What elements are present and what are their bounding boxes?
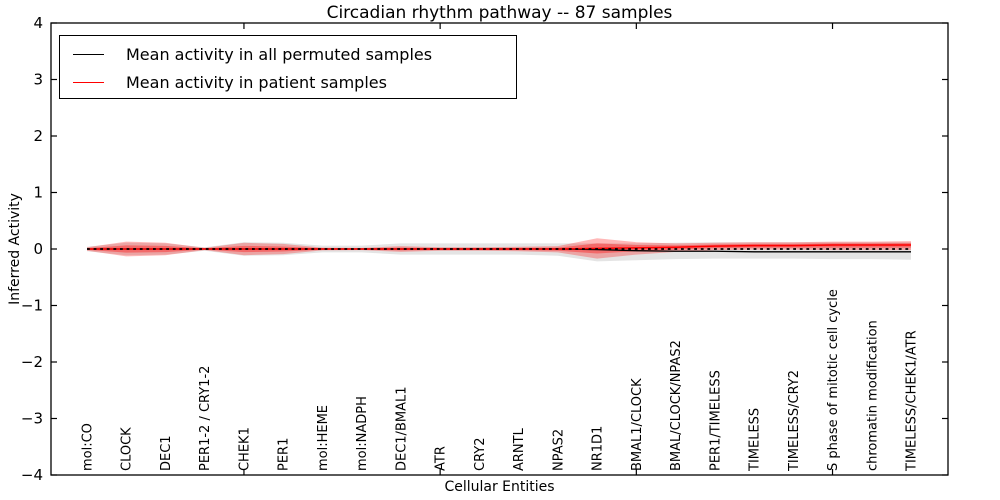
y-tick-label: 2 — [33, 127, 43, 145]
category-label: mol:HEME — [316, 405, 331, 471]
legend-item-permuted: Mean activity in all permuted samples — [73, 40, 516, 68]
category-label: PER1/TIMELESS — [708, 370, 723, 471]
permuted-line-swatch — [73, 53, 104, 55]
legend-item-patient: Mean activity in patient samples — [73, 68, 516, 96]
category-label: ARNTL — [512, 427, 527, 471]
category-label: TIMELESS — [748, 408, 763, 472]
category-label: TIMELESS/CRY2 — [787, 370, 802, 472]
category-label: S phase of mitotic cell cycle — [826, 289, 841, 471]
patient-line-swatch — [73, 81, 104, 83]
y-tick-label: −1 — [21, 297, 43, 315]
y-tick-label: 0 — [33, 240, 43, 258]
category-label: NR1D1 — [591, 426, 606, 471]
category-label: CHEK1 — [237, 427, 252, 471]
category-label: DEC1 — [159, 435, 174, 471]
legend-label-permuted: Mean activity in all permuted samples — [126, 44, 433, 64]
category-label: TIMELESS/CHEK1/ATR — [905, 330, 920, 472]
category-label: NPAS2 — [551, 429, 566, 471]
category-label: DEC1/BMAL1 — [394, 387, 409, 472]
category-label: PER1-2 / CRY1-2 — [198, 366, 213, 471]
category-label: CRY2 — [473, 437, 488, 471]
y-tick-label: −4 — [21, 466, 43, 484]
category-label: BMAL1/CLOCK — [630, 378, 645, 471]
category-label: mol:NADPH — [355, 396, 370, 471]
category-label: chromatin modification — [865, 320, 880, 471]
y-axis-label: Inferred Activity — [7, 193, 23, 305]
y-tick-label: −2 — [21, 353, 43, 371]
y-tick-label: 4 — [33, 14, 43, 32]
category-label: CLOCK — [120, 427, 135, 471]
x-axis-label: Cellular Entities — [444, 479, 555, 495]
category-label: PER1 — [277, 438, 292, 471]
chart-title: Circadian rhythm pathway -- 87 samples — [326, 3, 673, 23]
category-label: mol:CO — [81, 423, 96, 471]
y-tick-label: 3 — [33, 71, 43, 89]
y-tick-label: −3 — [21, 410, 43, 428]
legend-label-patient: Mean activity in patient samples — [126, 72, 387, 92]
legend: Mean activity in all permuted samples Me… — [59, 35, 517, 99]
category-label: ATR — [434, 446, 449, 471]
y-tick-label: 1 — [33, 184, 43, 202]
category-label: BMAL/CLOCK/NPAS2 — [669, 340, 684, 471]
